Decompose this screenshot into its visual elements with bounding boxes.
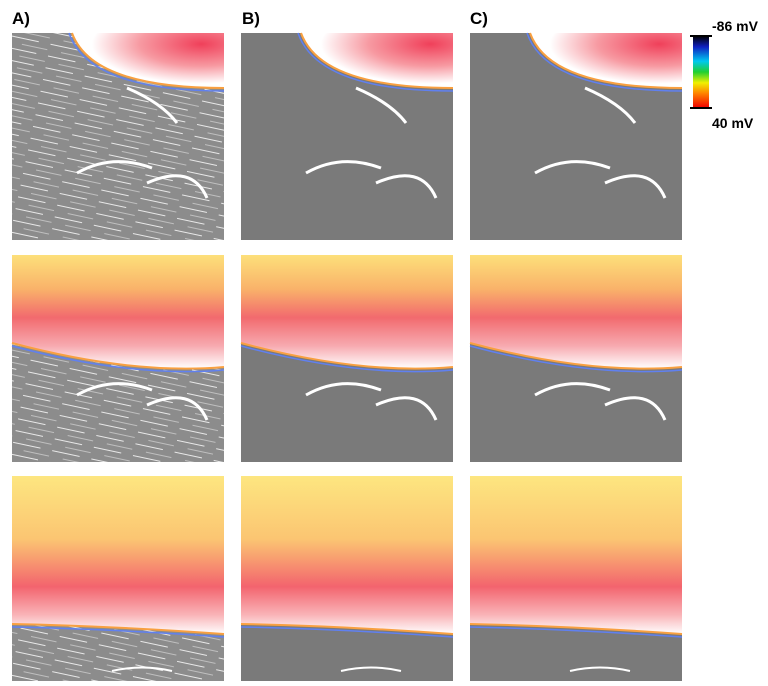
colorbar-label: 40 mV	[712, 115, 754, 131]
colorbar: -86 mV 40 mV	[690, 18, 759, 131]
panel-label: C)	[470, 9, 488, 28]
panel	[11, 475, 225, 681]
colorbar-gradient	[693, 36, 709, 108]
panel	[470, 31, 684, 240]
panel	[240, 475, 454, 681]
panel	[10, 253, 226, 462]
panel	[469, 475, 683, 681]
panel	[468, 253, 684, 462]
colorbar-label: -86 mV	[712, 18, 759, 34]
panel	[239, 253, 455, 462]
panel	[241, 31, 455, 240]
panel-label: B)	[242, 9, 260, 28]
panel	[12, 31, 226, 240]
panel-label: A)	[12, 9, 30, 28]
